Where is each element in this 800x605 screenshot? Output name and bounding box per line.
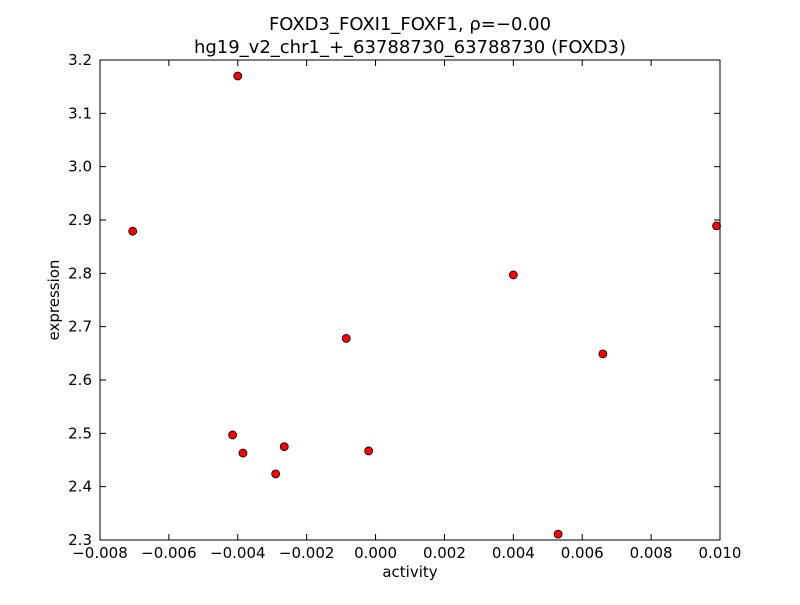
scatter-point <box>128 226 138 236</box>
y-axis-label: expression <box>45 260 63 341</box>
x-tick-label: 0.000 <box>354 544 397 562</box>
y-tick-label: 3.2 <box>68 51 92 69</box>
scatter-point <box>233 71 243 81</box>
x-axis-label: activity <box>382 563 437 581</box>
x-tick-label: −0.002 <box>279 544 335 562</box>
x-tick-label: −0.008 <box>72 544 128 562</box>
chart-title-line-1: FOXD3_FOXI1_FOXF1, ρ=−0.00 <box>269 14 551 35</box>
y-tick-label: 3.1 <box>68 104 92 122</box>
scatter-point <box>712 221 721 231</box>
scatter-point <box>341 333 351 343</box>
y-tick-label: 2.3 <box>68 531 92 549</box>
x-tick-label: 0.010 <box>699 544 742 562</box>
x-tick-label: 0.004 <box>492 544 535 562</box>
y-tick-label: 2.4 <box>68 478 92 496</box>
x-tick-label: −0.004 <box>210 544 266 562</box>
y-tick-label: 3.0 <box>68 158 92 176</box>
scatter-point <box>271 469 281 479</box>
scatter-point <box>228 430 238 440</box>
y-tick-label: 2.9 <box>68 211 92 229</box>
x-tick-label: 0.002 <box>423 544 466 562</box>
y-tick-label: 2.8 <box>68 264 92 282</box>
scatter-point <box>238 448 248 458</box>
x-tick-label: 0.006 <box>561 544 604 562</box>
scatter-point <box>364 446 374 456</box>
scatter-point <box>598 349 608 359</box>
y-tick-label: 2.6 <box>68 371 92 389</box>
x-tick-label: 0.008 <box>630 544 673 562</box>
y-tick-label: 2.7 <box>68 318 92 336</box>
chart-title-line-2: hg19_v2_chr1_+_63788730_63788730 (FOXD3) <box>194 37 626 58</box>
y-tick-label: 2.5 <box>68 424 92 442</box>
data-points <box>128 71 721 539</box>
scatter-point <box>279 442 289 452</box>
scatter-point <box>508 270 518 280</box>
plot-area-frame <box>99 59 721 541</box>
scatter-point <box>553 529 563 539</box>
axis-ticks: −0.008 −0.006 −0.004 −0.002 0.000 0.002 0.004 0… <box>68 51 741 562</box>
x-tick-label: −0.006 <box>141 544 197 562</box>
